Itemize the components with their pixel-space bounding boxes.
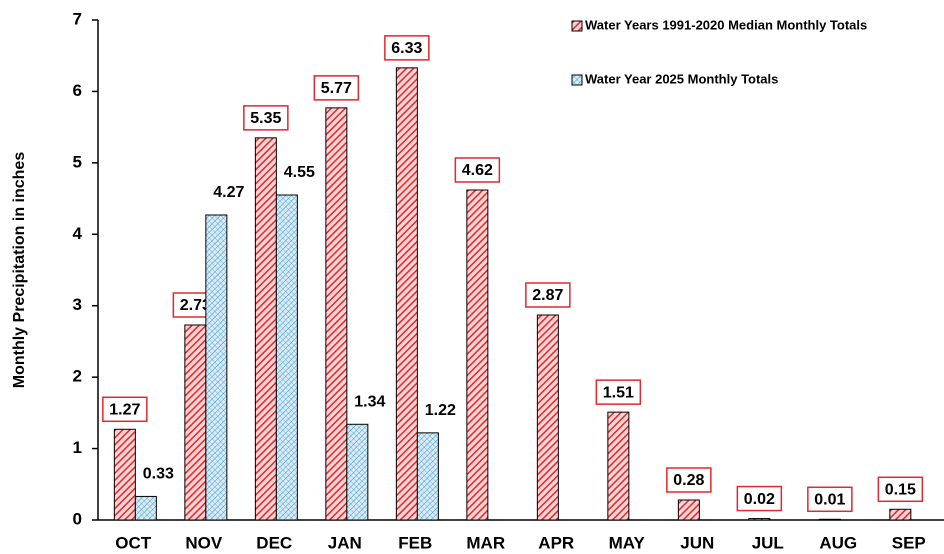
y-tick-label: 7	[73, 9, 82, 28]
bar	[466, 189, 489, 521]
value-label: 1.22	[425, 402, 456, 419]
value-label-box	[384, 35, 430, 61]
bar	[395, 67, 418, 521]
bar	[254, 137, 277, 521]
legend-swatch	[571, 20, 583, 32]
y-tick-label: 5	[73, 152, 82, 171]
x-tick-label: DEC	[256, 533, 292, 552]
value-label-box	[595, 379, 642, 405]
value-label: 5.35	[250, 110, 281, 127]
value-label-box	[877, 476, 924, 503]
value-label: 1.34	[354, 394, 385, 411]
value-label: 0.28	[673, 472, 704, 489]
value-label: 0.15	[885, 482, 916, 499]
bar	[205, 214, 228, 521]
x-tick-label: AUG	[819, 533, 857, 552]
x-tick-label: SEP	[892, 533, 926, 552]
x-tick-label: OCT	[115, 533, 152, 552]
bar	[184, 324, 207, 521]
bar	[416, 432, 439, 521]
legend-swatch	[571, 74, 583, 86]
value-label-box	[313, 75, 360, 101]
bar	[275, 194, 298, 521]
bar	[325, 107, 348, 521]
x-tick-label: NOV	[185, 533, 223, 552]
value-label: 5.77	[321, 80, 352, 97]
value-label: 4.62	[462, 162, 493, 179]
value-label: 1.27	[109, 402, 140, 419]
x-tick-label: JAN	[328, 533, 362, 552]
y-tick-label: 1	[73, 438, 82, 457]
x-tick-label: JUL	[752, 533, 784, 552]
bar	[607, 411, 630, 521]
bar	[113, 428, 136, 521]
y-tick-label: 2	[73, 367, 82, 386]
value-label-box	[736, 485, 783, 512]
bar	[536, 314, 559, 521]
bar	[346, 423, 369, 521]
value-label: 4.27	[213, 184, 244, 201]
y-tick-label: 6	[73, 81, 82, 100]
x-tick-label: FEB	[398, 533, 432, 552]
x-tick-label: APR	[538, 533, 574, 552]
value-label-box	[243, 105, 289, 131]
value-label-box	[525, 282, 571, 308]
y-tick-label: 3	[73, 295, 82, 314]
value-label: 1.51	[603, 384, 634, 401]
x-tick-label: MAR	[466, 533, 505, 552]
x-tick-label: JUN	[680, 533, 714, 552]
value-label: 0.01	[814, 492, 845, 509]
value-label: 4.55	[284, 164, 315, 181]
bar	[818, 518, 841, 521]
value-label: 0.02	[744, 491, 775, 508]
value-label-box	[807, 486, 853, 513]
value-label-box	[102, 396, 148, 423]
bar	[134, 495, 157, 521]
value-label: 6.33	[391, 40, 422, 57]
value-label: 2.87	[532, 287, 563, 304]
bar	[677, 499, 700, 521]
bar	[889, 508, 912, 521]
legend-label: Water Years 1991-2020 Median Monthly Tot…	[585, 17, 867, 32]
legend-label: Water Year 2025 Monthly Totals	[585, 71, 778, 86]
value-label-box	[454, 157, 501, 183]
x-tick-label: MAY	[609, 533, 646, 552]
value-label: 0.33	[143, 466, 174, 483]
value-label-box	[666, 467, 712, 493]
y-tick-label: 4	[73, 224, 83, 243]
y-axis-title: Monthly Precipitation in inches	[11, 152, 28, 389]
y-tick-label: 0	[73, 509, 82, 528]
value-label: 2.73	[180, 297, 211, 314]
bar	[748, 518, 771, 521]
